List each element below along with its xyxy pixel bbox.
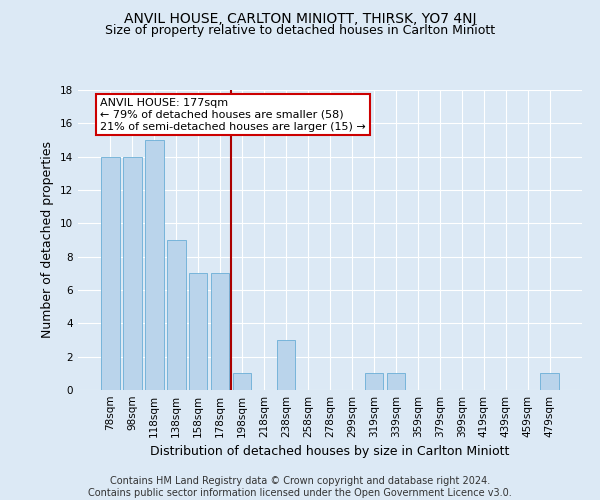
Bar <box>145 140 164 390</box>
Bar <box>167 240 185 390</box>
Bar <box>386 374 405 390</box>
Text: Contains HM Land Registry data © Crown copyright and database right 2024.
Contai: Contains HM Land Registry data © Crown c… <box>88 476 512 498</box>
X-axis label: Distribution of detached houses by size in Carlton Miniott: Distribution of detached houses by size … <box>151 446 509 458</box>
Text: Size of property relative to detached houses in Carlton Miniott: Size of property relative to detached ho… <box>105 24 495 37</box>
Bar <box>123 156 142 390</box>
Bar <box>233 374 251 390</box>
Bar <box>211 274 229 390</box>
Y-axis label: Number of detached properties: Number of detached properties <box>41 142 55 338</box>
Bar <box>101 156 119 390</box>
Bar <box>277 340 295 390</box>
Bar <box>189 274 208 390</box>
Bar <box>365 374 383 390</box>
Text: ANVIL HOUSE, CARLTON MINIOTT, THIRSK, YO7 4NJ: ANVIL HOUSE, CARLTON MINIOTT, THIRSK, YO… <box>124 12 476 26</box>
Bar <box>541 374 559 390</box>
Text: ANVIL HOUSE: 177sqm
← 79% of detached houses are smaller (58)
21% of semi-detach: ANVIL HOUSE: 177sqm ← 79% of detached ho… <box>100 98 366 132</box>
